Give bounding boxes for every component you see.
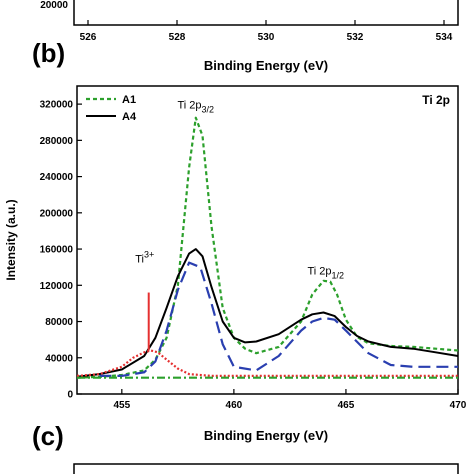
legend-a1-label: A1 — [122, 94, 136, 106]
panel-label-b: (b) — [32, 38, 65, 68]
panel-label-c: (c) — [32, 421, 64, 451]
annotation-2: Ti3+ — [135, 250, 154, 266]
top-x-ticks: 526 528 530 532 534 — [80, 20, 453, 43]
top-x-tick-label: 534 — [436, 32, 453, 43]
legend: A1 A4 — [86, 94, 137, 123]
annotation-1: Ti 2p1/2 — [307, 265, 344, 280]
annotation-layer: Ti 2p3/2 Ti 2p1/2 Ti3+ — [135, 100, 344, 281]
annotation-0: Ti 2p3/2 — [178, 100, 215, 115]
bottom-panel-frame — [73, 463, 459, 474]
x-axis-ticks: 455 460 465 470 — [113, 389, 467, 411]
plot-frame — [76, 85, 459, 395]
y-tick-label: 320000 — [40, 100, 74, 111]
top-x-axis-label: Binding Energy (eV) — [204, 58, 328, 73]
top-y-tick: 20000 — [40, 0, 68, 11]
y-tick-label: 80000 — [45, 317, 73, 328]
y-axis-label: Intensity (a.u.) — [4, 199, 18, 280]
top-panel: 20000 526 528 530 532 534 Binding Energy (eV… — [40, 0, 459, 73]
y-tick-label: 280000 — [40, 136, 74, 147]
x-tick-label: 455 — [113, 400, 130, 411]
series-line-component-3 — [76, 349, 458, 377]
legend-a4-label: A4 — [122, 111, 137, 123]
top-x-tick-label: 526 — [80, 32, 97, 43]
y-tick-label: 0 — [67, 390, 73, 401]
y-tick-label: 240000 — [40, 172, 74, 183]
x-tick-label: 470 — [450, 400, 467, 411]
series-layer — [76, 116, 459, 379]
y-tick-label: 40000 — [45, 353, 73, 364]
ti2p-chart: 0 40000 80000 120000 160000 200000 240000 28000… — [4, 85, 467, 443]
series-line-a4 — [76, 248, 459, 378]
series-line-component-2 — [99, 261, 458, 377]
series-line-a1 — [76, 116, 459, 379]
x-tick-label: 465 — [338, 400, 355, 411]
top-x-tick-label: 532 — [347, 32, 364, 43]
y-tick-label: 120000 — [40, 281, 74, 292]
top-x-tick-label: 530 — [258, 32, 275, 43]
y-tick-label: 200000 — [40, 208, 74, 219]
y-axis-ticks: 0 40000 80000 120000 160000 200000 240000 28000… — [40, 100, 82, 401]
top-x-tick-label: 528 — [169, 32, 186, 43]
x-axis-label: Binding Energy (eV) — [204, 428, 328, 443]
x-tick-label: 460 — [226, 400, 243, 411]
y-tick-label: 160000 — [40, 245, 74, 256]
chart-title: Ti 2p — [422, 93, 450, 107]
